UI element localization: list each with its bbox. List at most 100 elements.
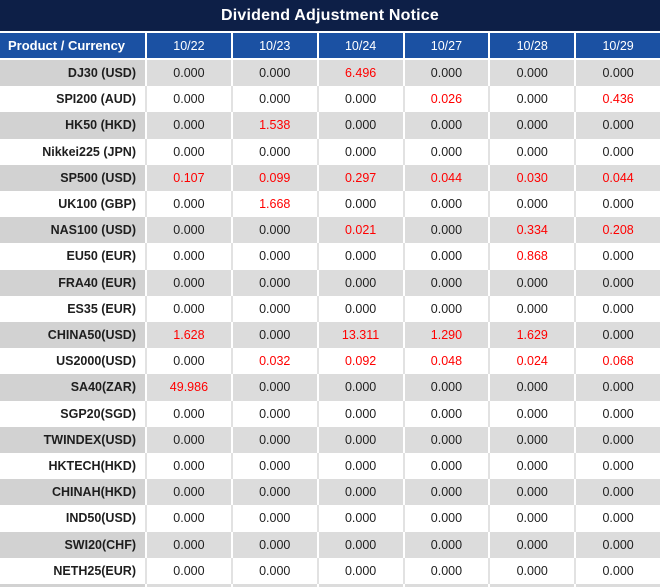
value-cell: 0.000 (574, 531, 660, 558)
value-cell: 0.000 (402, 243, 489, 270)
bottom-strip-cell (230, 584, 317, 587)
value-cell: 0.000 (230, 505, 317, 532)
value-cell: 6.496 (316, 60, 403, 87)
value-cell: 0.000 (402, 60, 489, 87)
value-cell: 0.000 (402, 479, 489, 506)
value-cell: 0.021 (316, 217, 403, 244)
product-cell: SA40(ZAR) (0, 374, 145, 401)
value-cell: 0.000 (402, 269, 489, 296)
value-cell: 0.000 (574, 505, 660, 532)
value-cell: 0.032 (230, 348, 317, 375)
value-cell: 0.000 (316, 479, 403, 506)
value-cell: 0.000 (316, 557, 403, 584)
value-cell: 0.024 (488, 348, 575, 375)
value-cell: 0.000 (230, 269, 317, 296)
value-cell: 0.000 (230, 243, 317, 270)
value-cell: 0.000 (574, 138, 660, 165)
value-cell: 0.000 (230, 453, 317, 480)
value-cell: 0.000 (145, 217, 231, 244)
value-cell: 0.208 (574, 217, 660, 244)
value-cell: 0.297 (316, 164, 403, 191)
product-cell: DJ30 (USD) (0, 60, 145, 87)
value-cell: 0.334 (488, 217, 575, 244)
bottom-strip-cell (574, 584, 660, 587)
value-cell: 0.000 (316, 269, 403, 296)
value-cell: 0.044 (402, 164, 489, 191)
value-cell: 0.000 (574, 374, 660, 401)
value-cell: 0.030 (488, 164, 575, 191)
value-cell: 0.000 (145, 191, 231, 218)
product-cell: IND50(USD) (0, 505, 145, 532)
value-cell: 0.000 (574, 426, 660, 453)
column-header-date-2: 10/23 (230, 33, 317, 60)
value-cell: 0.000 (574, 60, 660, 87)
value-cell: 0.000 (316, 531, 403, 558)
product-cell: FRA40 (EUR) (0, 269, 145, 296)
product-cell: Nikkei225 (JPN) (0, 138, 145, 165)
value-cell: 0.000 (574, 191, 660, 218)
value-cell: 0.868 (488, 243, 575, 270)
value-cell: 0.000 (574, 453, 660, 480)
value-cell: 0.000 (316, 191, 403, 218)
value-cell: 1.290 (402, 322, 489, 349)
value-cell: 0.092 (316, 348, 403, 375)
value-cell: 0.000 (145, 505, 231, 532)
value-cell: 0.000 (402, 217, 489, 244)
value-cell: 1.538 (230, 112, 317, 139)
value-cell: 0.000 (488, 295, 575, 322)
value-cell: 0.000 (574, 295, 660, 322)
value-cell: 13.311 (316, 322, 403, 349)
value-cell: 0.099 (230, 164, 317, 191)
value-cell: 0.000 (230, 531, 317, 558)
product-cell: EU50 (EUR) (0, 243, 145, 270)
value-cell: 0.000 (402, 191, 489, 218)
value-cell: 0.000 (402, 426, 489, 453)
value-cell: 0.000 (230, 322, 317, 349)
value-cell: 1.629 (488, 322, 575, 349)
value-cell: 0.000 (145, 400, 231, 427)
value-cell: 0.000 (145, 479, 231, 506)
value-cell: 0.000 (402, 400, 489, 427)
value-cell: 0.000 (488, 374, 575, 401)
value-cell: 0.000 (574, 322, 660, 349)
value-cell: 0.000 (230, 374, 317, 401)
value-cell: 0.000 (488, 60, 575, 87)
value-cell: 0.000 (316, 86, 403, 113)
value-cell: 0.000 (488, 191, 575, 218)
value-cell: 0.000 (402, 557, 489, 584)
value-cell: 0.000 (402, 531, 489, 558)
value-cell: 0.000 (488, 138, 575, 165)
value-cell: 0.000 (488, 269, 575, 296)
value-cell: 0.000 (488, 557, 575, 584)
value-cell: 0.000 (488, 531, 575, 558)
value-cell: 0.107 (145, 164, 231, 191)
value-cell: 0.000 (145, 112, 231, 139)
product-cell: UK100 (GBP) (0, 191, 145, 218)
bottom-strip-cell (402, 584, 489, 587)
value-cell: 0.000 (145, 243, 231, 270)
value-cell: 0.000 (402, 453, 489, 480)
value-cell: 0.000 (145, 269, 231, 296)
bottom-strip-cell (316, 584, 403, 587)
product-cell: SWI20(CHF) (0, 531, 145, 558)
value-cell: 0.000 (316, 112, 403, 139)
value-cell: 1.628 (145, 322, 231, 349)
product-cell (0, 584, 145, 587)
value-cell: 0.000 (230, 479, 317, 506)
value-cell: 0.000 (574, 400, 660, 427)
value-cell: 0.000 (316, 138, 403, 165)
product-cell: ES35 (EUR) (0, 295, 145, 322)
product-cell: SPI200 (AUD) (0, 86, 145, 113)
value-cell: 0.000 (316, 400, 403, 427)
value-cell: 0.000 (316, 426, 403, 453)
value-cell: 0.000 (316, 243, 403, 270)
product-cell: NETH25(EUR) (0, 557, 145, 584)
value-cell: 0.000 (230, 295, 317, 322)
value-cell: 49.986 (145, 374, 231, 401)
column-header-date-4: 10/27 (402, 33, 489, 60)
bottom-strip-cell (145, 584, 231, 587)
product-cell: CHINA50(USD) (0, 322, 145, 349)
value-cell: 0.000 (145, 86, 231, 113)
product-cell: US2000(USD) (0, 348, 145, 375)
value-cell: 0.000 (574, 112, 660, 139)
